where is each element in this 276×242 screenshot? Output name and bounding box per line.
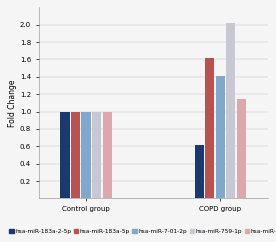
Bar [60,112,70,198]
Legend: hsa-miR-183a-2-5p, hsa-miR-183a-5p, hsa-miR-7-01-2p, hsa-miR-759-1p, hsa-miR-101: hsa-miR-183a-2-5p, hsa-miR-183a-5p, hsa-… [7,226,276,236]
Bar [102,112,112,198]
Bar [195,144,204,198]
Bar [81,112,91,198]
Bar [71,112,80,198]
Bar [226,23,235,198]
Y-axis label: Fold Change: Fold Change [8,79,17,127]
Bar [237,99,246,198]
Bar [216,76,225,198]
Bar [92,112,101,198]
Bar [205,58,214,198]
